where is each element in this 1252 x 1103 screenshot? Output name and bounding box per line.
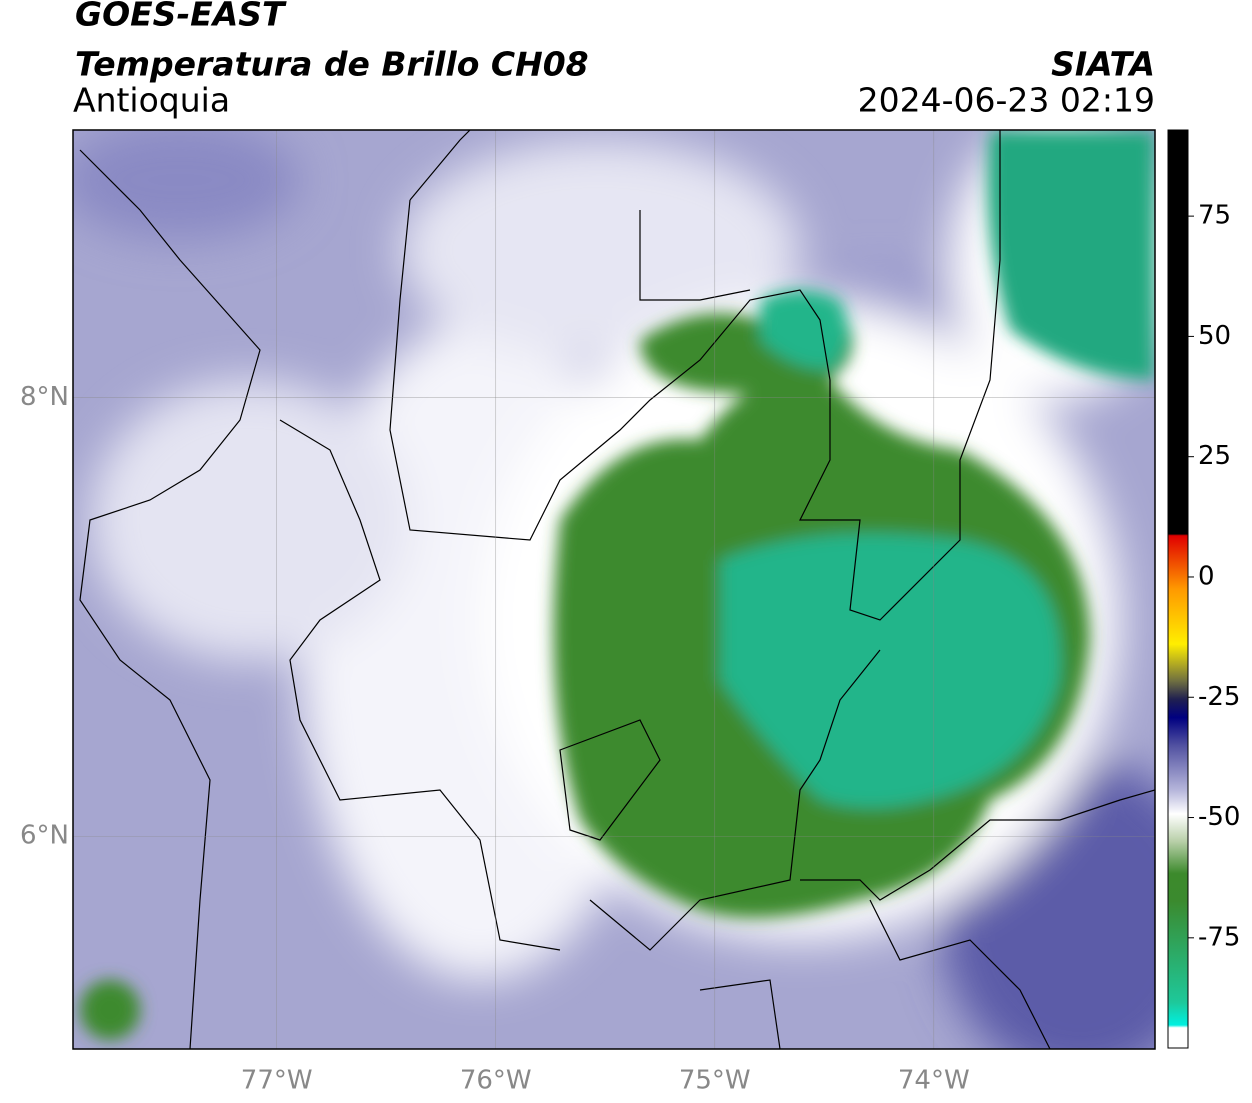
source: SIATA: [1051, 45, 1155, 84]
x-tick-label: 77°W: [241, 1066, 313, 1096]
map-frame: [72, 129, 1156, 1050]
colorbar-tick-label: 0: [1198, 561, 1215, 591]
region: Antioquia: [73, 81, 230, 120]
title: GOES-EAST: [75, 0, 287, 34]
timestamp: 2024-06-23 02:19: [858, 81, 1155, 120]
subtitle: Temperatura de Brillo CH08: [75, 45, 589, 84]
colorbar-tick-label: 50: [1198, 321, 1231, 351]
y-tick-label: 6°N: [20, 821, 69, 851]
x-tick-label: 75°W: [679, 1066, 751, 1096]
satellite-image: [73, 130, 1155, 1049]
colorbar-tick-label: -25: [1198, 682, 1240, 712]
grid-layer: [73, 130, 1155, 1049]
colorbar-tick-label: 25: [1198, 441, 1231, 471]
colorbar-tick-label: -75: [1198, 922, 1240, 952]
colorbar-tick-label: -50: [1198, 802, 1240, 832]
colorbar-tick-label: 75: [1198, 201, 1231, 231]
y-tick-label: 8°N: [20, 382, 69, 412]
x-tick-label: 76°W: [460, 1066, 532, 1096]
x-tick-label: 74°W: [898, 1066, 970, 1096]
colorbar: [1167, 129, 1189, 1049]
